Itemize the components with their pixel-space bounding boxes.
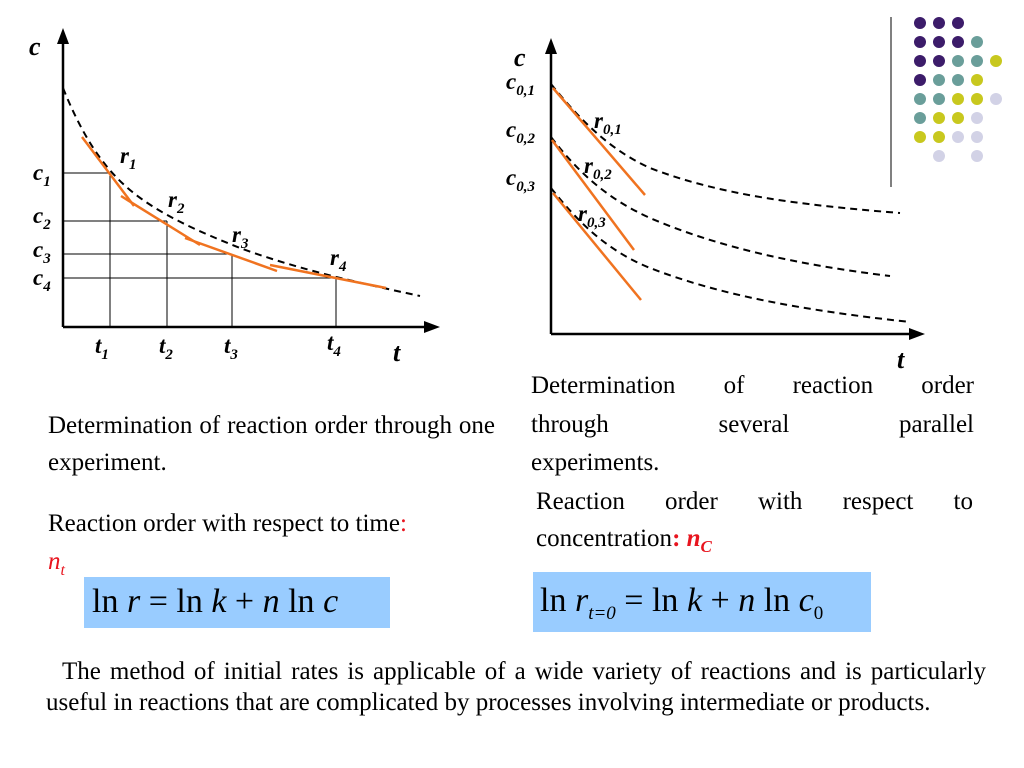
c02-label: c bbox=[506, 117, 516, 142]
svg-text:r2: r2 bbox=[168, 187, 185, 217]
c1-label: c bbox=[33, 160, 43, 185]
svg-text:r0,3: r0,3 bbox=[578, 201, 606, 231]
right-order-label: Reaction order with respect to concentra… bbox=[536, 483, 973, 565]
right-tangents bbox=[550, 87, 646, 301]
svg-text:r3: r3 bbox=[232, 222, 249, 252]
tangent-r02 bbox=[550, 139, 636, 251]
c01-label: c bbox=[506, 69, 516, 94]
tangent-r01 bbox=[552, 87, 646, 196]
bottom-paragraph: The method of initial rates is applicabl… bbox=[46, 658, 986, 716]
right-y-axis-label: c bbox=[514, 43, 526, 72]
svg-text:r0,2: r0,2 bbox=[584, 153, 612, 183]
right-caption-line1: Determination of reaction order bbox=[531, 372, 974, 399]
c4-label: c bbox=[33, 265, 43, 290]
decorative-dot-grid bbox=[890, 17, 1002, 187]
left-r-labels: r1 r2 r3 r4 bbox=[120, 143, 347, 275]
left-x-arrow bbox=[424, 321, 440, 333]
right-caption-line2: through several parallel bbox=[531, 410, 974, 438]
right-decay-curves bbox=[550, 83, 911, 323]
right-x-axis-label: t bbox=[897, 345, 905, 374]
tangent-r03 bbox=[552, 192, 642, 301]
svg-text:r4: r4 bbox=[330, 245, 347, 275]
left-t-labels: t1 t2 t3 t4 bbox=[95, 330, 341, 363]
right-chart: c t c0,1 c0,2 c0,3 r0,1 r0,2 r0,3 bbox=[506, 38, 925, 374]
svg-text:c3: c3 bbox=[33, 237, 51, 267]
right-c0-labels: c0,1 c0,2 c0,3 bbox=[506, 69, 535, 195]
left-c-labels: c1 c2 c3 c4 bbox=[33, 160, 51, 295]
equation-right: ln rt=0 = ln k + n ln c0 bbox=[533, 572, 871, 632]
c03-label: c bbox=[506, 165, 516, 190]
right-x-arrow bbox=[909, 328, 925, 340]
tangent-r2 bbox=[120, 194, 201, 247]
t3-label: t bbox=[224, 333, 231, 358]
equation-left: ln r = ln k + n ln c bbox=[84, 577, 390, 628]
left-chart: c t c1 c2 c3 c4 t1 t2 t3 t4 r1 r2 r3 r4 bbox=[29, 28, 440, 367]
tangent-r1 bbox=[81, 136, 135, 207]
r01-label: r bbox=[594, 108, 604, 133]
left-order-text: Reaction order with respect to time bbox=[48, 510, 400, 537]
r2-label: r bbox=[168, 187, 178, 212]
svg-text:t1: t1 bbox=[95, 333, 109, 363]
right-order-line1: Reaction order with respect to bbox=[536, 488, 973, 515]
r03-label: r bbox=[578, 201, 588, 226]
curve-1 bbox=[550, 83, 901, 214]
left-y-axis-label: c bbox=[29, 32, 41, 61]
r1-label: r bbox=[120, 143, 130, 168]
svg-text:t4: t4 bbox=[327, 330, 341, 360]
svg-text:r0,1: r0,1 bbox=[594, 108, 622, 138]
left-x-axis-label: t bbox=[393, 338, 401, 367]
left-order-symbol: nt bbox=[48, 548, 65, 579]
right-order-line2: concentration: nC bbox=[536, 525, 712, 556]
svg-text:c4: c4 bbox=[33, 265, 51, 295]
left-tangents bbox=[81, 136, 387, 290]
svg-text:r1: r1 bbox=[120, 143, 136, 173]
t2-label: t bbox=[159, 333, 166, 358]
r3-label: r bbox=[232, 222, 242, 247]
c3-label: c bbox=[33, 237, 43, 262]
t1-label: t bbox=[95, 333, 102, 358]
curve-2 bbox=[550, 136, 891, 277]
right-order-symbol: nC bbox=[686, 525, 712, 556]
r02-label: r bbox=[584, 153, 594, 178]
tangent-r3 bbox=[184, 236, 278, 273]
left-order-label: Reaction order with respect to time: nt bbox=[48, 505, 508, 590]
right-caption-line3: experiments. bbox=[531, 449, 660, 476]
svg-text:c2: c2 bbox=[33, 203, 51, 233]
left-grid bbox=[63, 172, 337, 327]
svg-text:c0,3: c0,3 bbox=[506, 165, 535, 195]
c2-label: c bbox=[33, 203, 43, 228]
svg-text:c0,1: c0,1 bbox=[506, 69, 535, 99]
left-caption: Determination of reaction order through … bbox=[48, 412, 495, 476]
right-y-arrow bbox=[545, 38, 557, 54]
left-y-arrow bbox=[57, 28, 69, 44]
t4-label: t bbox=[327, 330, 334, 355]
svg-text:c1: c1 bbox=[33, 160, 51, 190]
left-decay-curve bbox=[62, 87, 421, 297]
right-r0-labels: r0,1 r0,2 r0,3 bbox=[578, 108, 622, 231]
right-caption: Determination of reaction order through … bbox=[531, 367, 974, 483]
svg-text:t3: t3 bbox=[224, 333, 238, 363]
r4-label: r bbox=[330, 245, 340, 270]
tangent-r4 bbox=[269, 263, 387, 290]
curve-3 bbox=[550, 187, 911, 323]
svg-text:c0,2: c0,2 bbox=[506, 117, 535, 147]
svg-text:t2: t2 bbox=[159, 333, 173, 363]
left-order-colon: : bbox=[399, 510, 407, 537]
